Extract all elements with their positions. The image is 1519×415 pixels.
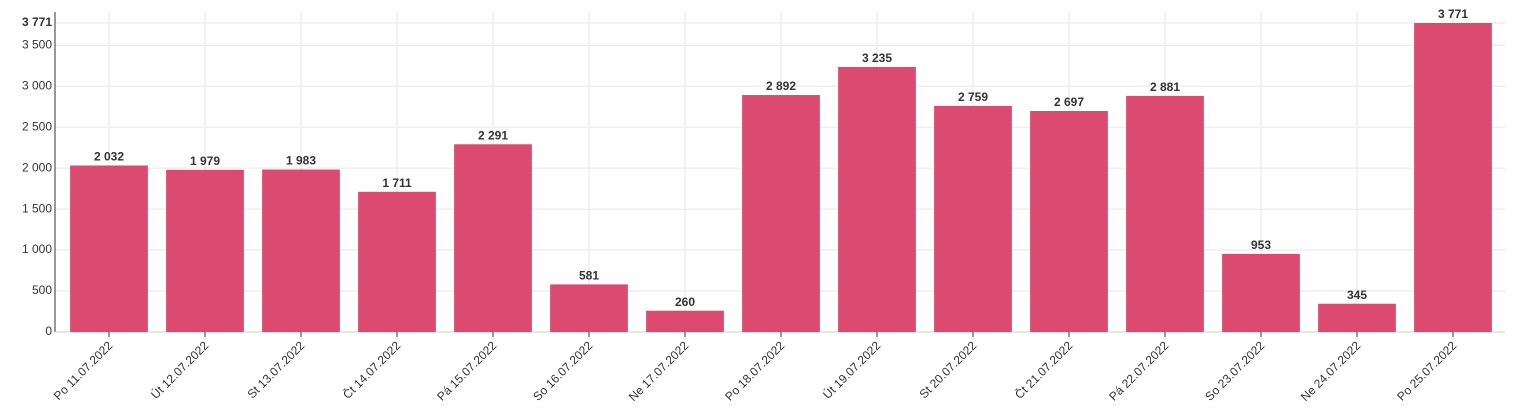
value-label: 3 235 — [862, 51, 892, 65]
bar — [1126, 95, 1204, 332]
bar — [358, 191, 436, 332]
y-tick-label: 2 000 — [22, 160, 52, 174]
y-tick-label: 0 — [45, 324, 52, 338]
x-tick-label: Pá 22.07.2022 — [1106, 338, 1171, 403]
bar — [1318, 303, 1396, 332]
value-label: 2 697 — [1054, 95, 1084, 109]
bar — [646, 310, 724, 332]
x-tick-label: Út 12.07.2022 — [147, 338, 211, 402]
y-tick-label: 1 500 — [22, 201, 52, 215]
x-tick-label: Čt 21.07.2022 — [1011, 338, 1075, 402]
bar — [742, 95, 820, 333]
bar — [262, 169, 340, 332]
value-label: 1 979 — [190, 154, 220, 168]
x-tick-label: Po 18.07.2022 — [722, 338, 787, 403]
x-tick-label: Čt 14.07.2022 — [339, 338, 403, 402]
bar — [934, 105, 1012, 332]
value-label: 3 771 — [1438, 7, 1468, 21]
bar — [166, 169, 244, 332]
value-label: 1 711 — [382, 176, 412, 190]
value-label: 2 291 — [478, 128, 508, 142]
x-tick-label: St 20.07.2022 — [917, 338, 980, 401]
bar — [70, 165, 148, 332]
x-tick-label: Po 25.07.2022 — [1394, 338, 1459, 403]
bar — [454, 144, 532, 332]
x-tick-label: Po 11.07.2022 — [51, 338, 116, 403]
value-label: 2 881 — [1150, 80, 1180, 94]
value-label: 2 032 — [94, 150, 124, 164]
x-tick-label: Ne 17.07.2022 — [626, 338, 692, 404]
value-label: 345 — [1347, 288, 1367, 302]
value-label: 953 — [1251, 238, 1271, 252]
x-tick-label: Pá 15.07.2022 — [434, 338, 499, 403]
y-tick-label: 3 500 — [22, 37, 52, 51]
x-tick-label: Ne 24.07.2022 — [1298, 338, 1364, 404]
y-tick-label: 1 000 — [22, 242, 52, 256]
x-tick-label: So 23.07.2022 — [1202, 338, 1267, 403]
y-tick-label: 3 771 — [22, 15, 52, 29]
value-label: 2 892 — [766, 79, 796, 93]
bar — [838, 66, 916, 333]
value-label: 581 — [579, 269, 599, 283]
x-tick-label: Út 19.07.2022 — [819, 338, 883, 402]
value-label: 1 983 — [286, 154, 316, 168]
bar — [550, 284, 628, 332]
bar — [1030, 111, 1108, 332]
value-label: 2 759 — [958, 90, 988, 104]
y-tick-label: 3 000 — [22, 78, 52, 92]
bar — [1222, 253, 1300, 332]
x-tick-label: St 13.07.2022 — [245, 338, 308, 401]
x-tick-label: So 16.07.2022 — [530, 338, 595, 403]
y-tick-label: 2 500 — [22, 119, 52, 133]
y-tick-label: 500 — [32, 283, 52, 297]
value-label: 260 — [675, 295, 695, 309]
bar — [1414, 23, 1492, 332]
